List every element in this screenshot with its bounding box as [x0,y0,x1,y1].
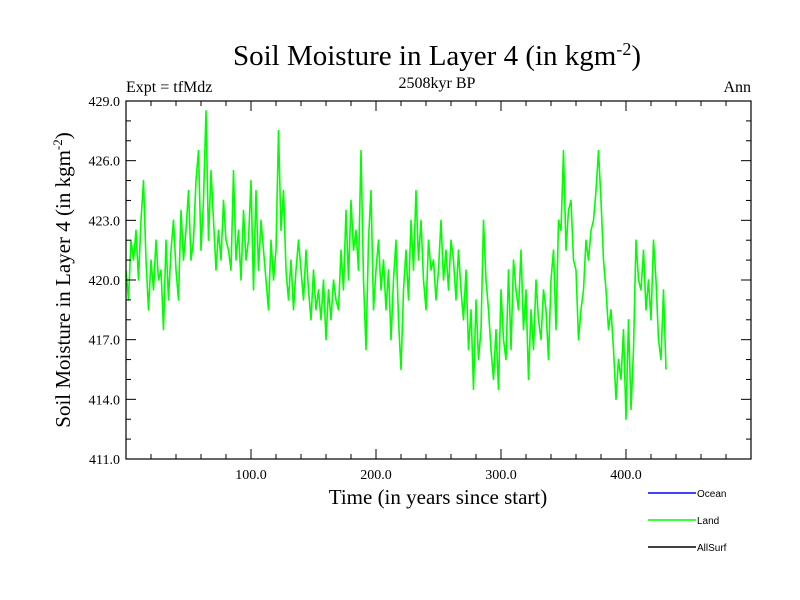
subtitle-right: Ann [723,79,751,96]
legend-label-ocean: Ocean [697,489,726,500]
legend: Ocean Land AllSurf [648,489,727,554]
x-tick-label: 200.0 [360,468,392,483]
subtitle-center: 2508kyr BP [399,75,476,92]
x-axis-label: Time (in years since start) [329,485,548,509]
y-axis-label: Soil Moisture in Layer 4 (in kgm-2) [50,132,75,427]
y-tick-label: 426.0 [89,155,121,170]
legend-label-land: Land [697,516,719,527]
y-axis-label-close: ) [51,132,75,139]
chart-title-sup: -2 [616,39,631,59]
x-tick-label: 300.0 [485,468,517,483]
y-tick-label: 417.0 [89,334,121,349]
chart-title-main: Soil Moisture in Layer 4 (in kgm [233,40,617,72]
y-tick-label: 411.0 [89,453,120,468]
y-tick-label: 414.0 [89,393,121,408]
x-tick-label: 100.0 [235,468,267,483]
y-axis: 411.0 414.0 417.0 420.0 423.0 426.0 429.0 [89,95,751,468]
chart-title: Soil Moisture in Layer 4 (in kgm-2) [233,39,641,72]
y-tick-label: 423.0 [89,214,121,229]
land-series-line [126,110,667,421]
y-tick-label: 429.0 [89,95,121,110]
legend-label-allsurf: AllSurf [697,543,727,554]
plot-frame [125,100,752,460]
x-axis: 100.0 200.0 300.0 400.0 [150,101,727,483]
chart-title-close: ) [631,40,641,72]
y-axis-label-main: Soil Moisture in Layer 4 (in kgm [51,150,75,428]
subtitle-left: Expt = tfMdz [126,79,212,96]
y-tick-label: 420.0 [89,274,121,289]
x-tick-label: 400.0 [610,468,642,483]
y-axis-label-sup: -2 [50,139,65,150]
